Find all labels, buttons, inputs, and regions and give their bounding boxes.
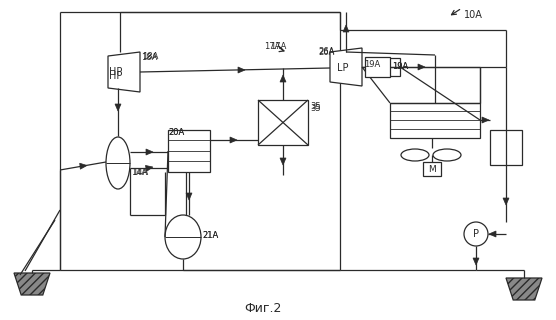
Bar <box>423 162 441 176</box>
Bar <box>365 57 390 77</box>
Text: 20A: 20A <box>168 128 184 137</box>
Text: LP: LP <box>337 63 349 73</box>
Polygon shape <box>482 117 489 123</box>
Text: 18A: 18A <box>141 53 157 62</box>
Text: 20A: 20A <box>168 128 184 137</box>
Text: 21A: 21A <box>202 231 219 240</box>
Text: 19A: 19A <box>364 60 380 69</box>
Polygon shape <box>146 165 153 171</box>
Text: 17A: 17A <box>264 42 280 51</box>
Polygon shape <box>80 163 87 169</box>
Polygon shape <box>489 231 496 237</box>
Bar <box>258 100 308 145</box>
Bar <box>168 130 210 172</box>
Text: M: M <box>428 164 436 173</box>
Text: 18A: 18A <box>142 52 158 61</box>
Polygon shape <box>343 25 349 32</box>
Text: 17A: 17A <box>270 42 286 51</box>
Polygon shape <box>280 75 286 82</box>
Text: 26A: 26A <box>318 47 334 56</box>
Text: 19A: 19A <box>392 62 408 71</box>
Text: 35: 35 <box>310 102 321 111</box>
Text: HP: HP <box>110 71 123 81</box>
Text: P: P <box>473 229 479 239</box>
Ellipse shape <box>433 149 461 161</box>
Polygon shape <box>14 273 50 295</box>
Circle shape <box>464 222 488 246</box>
Text: 35: 35 <box>310 104 321 113</box>
Text: 14A: 14A <box>131 168 147 177</box>
Polygon shape <box>115 104 121 111</box>
Polygon shape <box>186 193 192 200</box>
Bar <box>375 58 400 76</box>
Bar <box>490 130 522 165</box>
Polygon shape <box>238 67 245 73</box>
Ellipse shape <box>165 215 201 259</box>
Polygon shape <box>230 137 237 143</box>
Polygon shape <box>418 64 425 70</box>
Ellipse shape <box>106 137 130 189</box>
Text: 26A: 26A <box>318 48 334 57</box>
Text: 10A: 10A <box>464 10 483 20</box>
Ellipse shape <box>401 149 429 161</box>
Text: Фиг.2: Фиг.2 <box>244 301 282 315</box>
Polygon shape <box>108 52 140 92</box>
Polygon shape <box>280 158 286 165</box>
Text: 21A: 21A <box>202 231 219 240</box>
Polygon shape <box>503 198 509 205</box>
Text: HP: HP <box>110 67 123 77</box>
Polygon shape <box>330 48 362 86</box>
Text: 19A: 19A <box>392 62 408 71</box>
Polygon shape <box>506 278 542 300</box>
Polygon shape <box>146 149 153 155</box>
Polygon shape <box>473 258 479 265</box>
Bar <box>390 103 480 138</box>
Text: 14A: 14A <box>132 168 148 177</box>
